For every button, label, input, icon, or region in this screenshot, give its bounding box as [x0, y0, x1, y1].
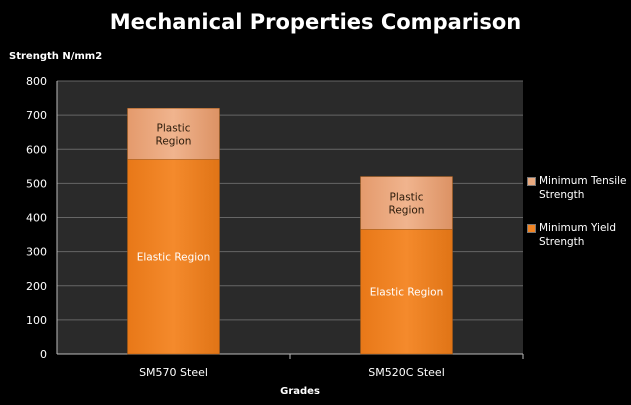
y-tick-label: 800 [26, 75, 47, 88]
data-label: Elastic Region [370, 287, 444, 299]
y-tick-label: 400 [26, 212, 47, 225]
legend-label-tensile: Minimum Tensile Strength [539, 175, 627, 201]
data-label: Plastic [157, 122, 191, 134]
y-tick-label: 600 [26, 143, 47, 156]
y-tick-label: 500 [26, 177, 47, 190]
legend-label-yield: Minimum Yield Strength [539, 222, 616, 248]
y-tick-label: 300 [26, 246, 47, 259]
bar-tensile [360, 176, 453, 230]
x-tick-label: SM570 Steel [139, 366, 208, 379]
chart-title: Mechanical Properties Comparison [109, 10, 522, 34]
bar-yield [360, 229, 453, 355]
legend-item-tensile: Minimum Tensile Strength [527, 174, 631, 202]
legend-item-yield: Minimum Yield Strength [527, 221, 631, 249]
bar-tensile [127, 108, 220, 160]
data-label: Elastic Region [137, 252, 211, 264]
x-axis-label: Grades [280, 386, 320, 397]
x-tick-label: SM520C Steel [368, 366, 445, 379]
data-label: Region [156, 135, 192, 147]
data-label: Region [389, 204, 425, 216]
legend-swatch-tensile [527, 177, 536, 186]
legend-swatch-yield [527, 224, 536, 233]
y-axis-label: Strength N/mm2 [9, 51, 103, 62]
data-label: Plastic [390, 191, 424, 203]
y-tick-label: 100 [26, 314, 47, 327]
y-tick-label: 0 [40, 348, 47, 361]
bar-yield [127, 159, 220, 355]
y-tick-label: 200 [26, 280, 47, 293]
legend: Minimum Tensile Strength Minimum Yield S… [527, 174, 631, 268]
y-tick-label: 700 [26, 109, 47, 122]
